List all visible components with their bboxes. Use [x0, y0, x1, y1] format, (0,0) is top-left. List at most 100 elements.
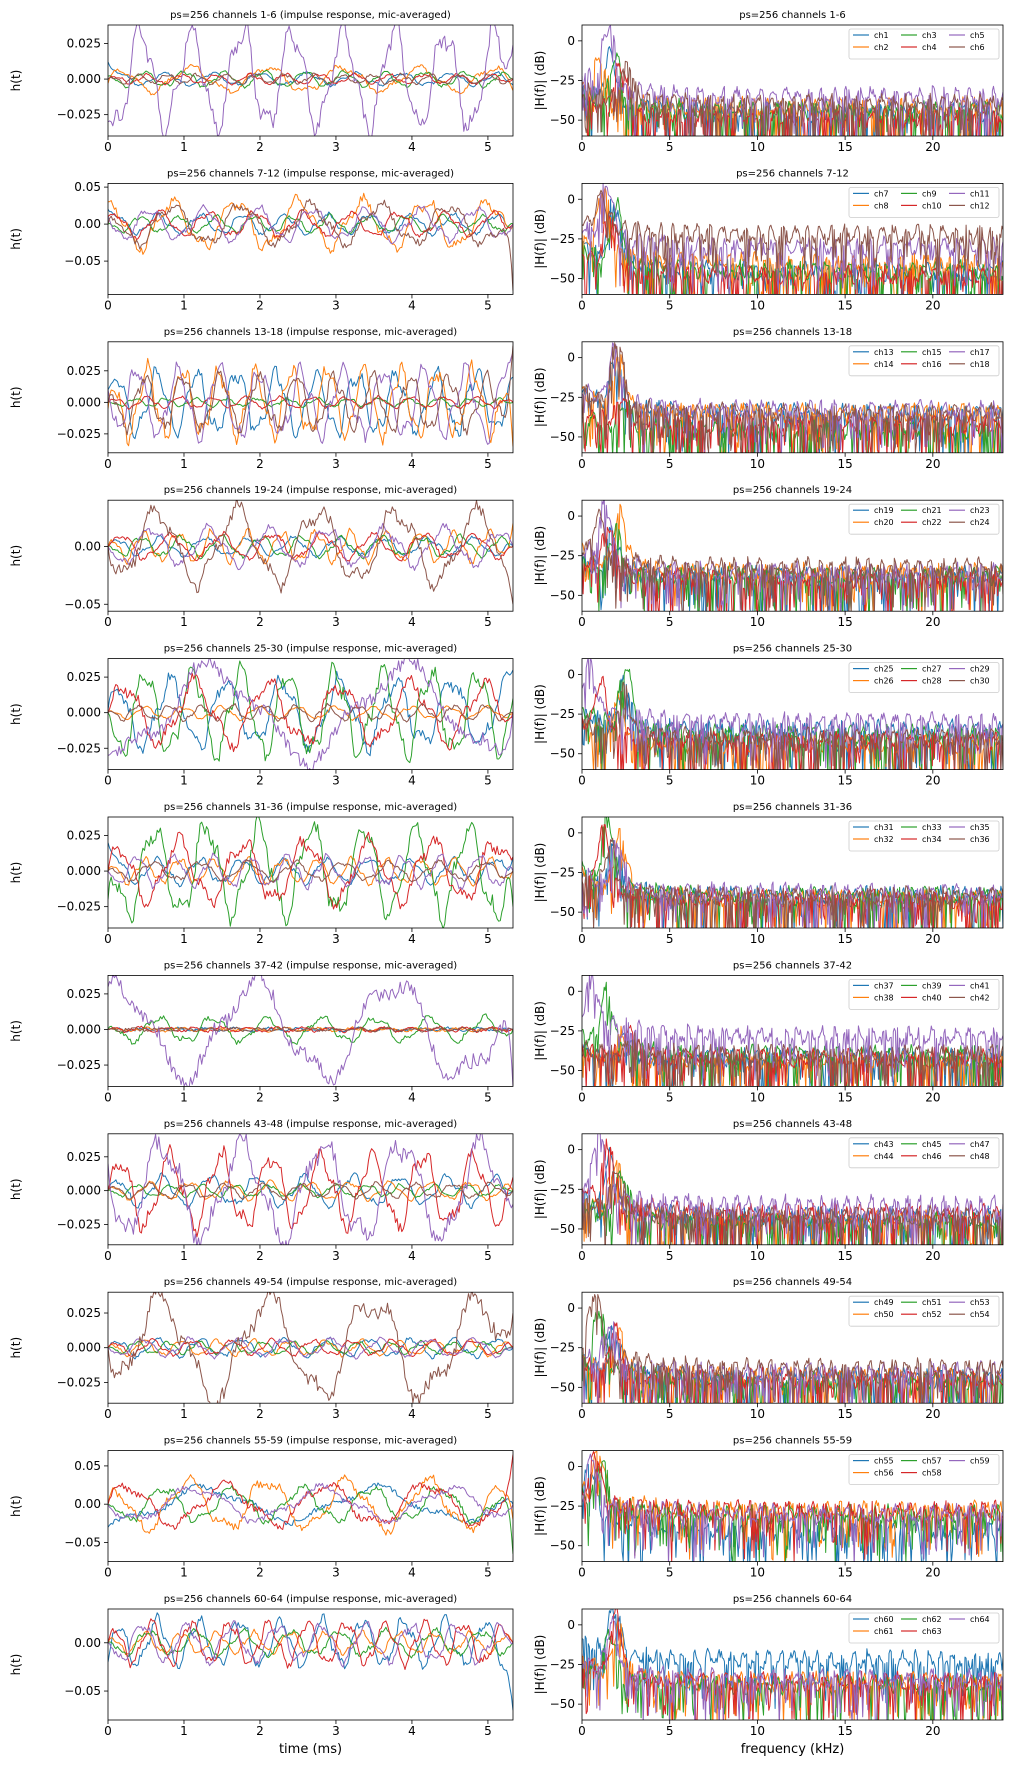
- x-tick-label: 0: [104, 774, 112, 788]
- x-tick-label: 10: [750, 932, 765, 946]
- x-tick-label: 5: [484, 1090, 492, 1104]
- legend-label-ch54: ch54: [970, 1310, 990, 1319]
- y-axis-label: |H(f)| (dB): [533, 1001, 547, 1061]
- x-tick-label: 0: [578, 457, 586, 471]
- x-tick-label: 0: [104, 1249, 112, 1263]
- legend-label-ch36: ch36: [970, 835, 990, 844]
- series-line-ch59: [108, 1482, 513, 1524]
- spectrum-panel-4: 0 5 10 15 20 −50 −25 0 ps=256 channels 19-24 |H(f…: [533, 485, 1004, 629]
- x-tick-label: 4: [408, 1090, 416, 1104]
- x-tick-label: 3: [332, 140, 340, 154]
- panel-title: ps=256 channels 43-48 (impulse response,…: [164, 1119, 458, 1130]
- legend: ch43 ch44 ch45 ch46 ch47 ch48: [848, 1137, 1000, 1169]
- x-tick-label: 20: [925, 1249, 940, 1263]
- x-axis-label: frequency (kHz): [741, 1742, 845, 1757]
- series-line-ch55: [108, 1482, 513, 1528]
- series-line-ch33: [108, 817, 513, 928]
- x-tick-label: 0: [104, 1566, 112, 1580]
- legend: ch1 ch2 ch3 ch4 ch5 ch6: [848, 28, 1000, 60]
- series-line-ch18: [108, 345, 513, 436]
- series-line-ch8: [108, 192, 513, 255]
- impulse-panel-10: 0 1 2 3 4 5 −0.05 0.00 0.05 ps=256 channels 55-59…: [9, 1436, 514, 1580]
- y-axis-label: h(t): [9, 1337, 23, 1359]
- impulse-panel-3: 0 1 2 3 4 5 −0.025 0.000 0.025 ps=256 channels 13…: [9, 327, 514, 471]
- series-line-ch57: [582, 1460, 1003, 1562]
- series-line-ch48: [582, 1170, 1003, 1245]
- impulse-panel-5: 0 1 2 3 4 5 −0.025 0.000 0.025 ps=256 channels 25…: [9, 644, 514, 788]
- panel-title: ps=256 channels 37-42: [733, 960, 852, 971]
- series-line-ch24: [582, 508, 1003, 612]
- series-line-ch16: [108, 394, 513, 410]
- axes-frame: [107, 816, 514, 929]
- x-tick-label: 20: [925, 1090, 940, 1104]
- y-axis-label: h(t): [9, 545, 23, 567]
- legend-label-ch7: ch7: [874, 189, 889, 198]
- x-tick-label: 3: [332, 1249, 340, 1263]
- spectrum-panel-3: 0 5 10 15 20 −50 −25 0 ps=256 channels 13-18 |H(f…: [533, 327, 1004, 471]
- y-tick-label: −0.025: [57, 1217, 101, 1231]
- y-axis-label: h(t): [9, 386, 23, 408]
- y-tick-label: −0.05: [64, 597, 101, 611]
- legend-label-ch26: ch26: [874, 677, 894, 686]
- x-tick-label: 10: [750, 140, 765, 154]
- x-tick-label: 15: [837, 1724, 852, 1738]
- y-axis-label: |H(f)| (dB): [533, 684, 547, 744]
- x-tick-label: 0: [578, 1090, 586, 1104]
- series-line-ch52: [108, 1337, 513, 1357]
- x-tick-label: 0: [104, 298, 112, 312]
- y-tick-label: −50: [550, 113, 575, 127]
- y-tick-label: −25: [550, 866, 575, 880]
- panel-title: ps=256 channels 1-6 (impulse response, m…: [170, 10, 451, 21]
- x-tick-label: 5: [484, 774, 492, 788]
- x-tick-label: 1: [180, 140, 188, 154]
- x-tick-label: 0: [578, 774, 586, 788]
- y-tick-label: 0.05: [74, 1459, 101, 1473]
- legend: ch55 ch56 ch57 ch58 ch59: [848, 1454, 1000, 1485]
- y-axis-label: |H(f)| (dB): [533, 367, 547, 427]
- y-tick-label: 0: [567, 509, 575, 523]
- series-line-ch55: [582, 1463, 1003, 1562]
- y-tick-label: −50: [550, 1697, 575, 1711]
- panel-title: ps=256 channels 37-42 (impulse response,…: [164, 960, 458, 971]
- legend-label-ch10: ch10: [922, 201, 942, 210]
- y-axis-label: |H(f)| (dB): [533, 51, 547, 111]
- x-tick-label: 5: [666, 1249, 674, 1263]
- legend-label-ch22: ch22: [922, 518, 942, 527]
- panel-title: ps=256 channels 55-59: [733, 1436, 852, 1447]
- x-tick-label: 1: [180, 1724, 188, 1738]
- legend: ch7 ch8 ch9 ch10 ch11 ch12: [848, 186, 1000, 218]
- legend-label-ch44: ch44: [874, 1152, 894, 1161]
- x-tick-label: 0: [104, 1724, 112, 1738]
- y-tick-label: −0.025: [57, 108, 101, 122]
- series-line-ch9: [108, 213, 513, 234]
- x-tick-label: 15: [837, 615, 852, 629]
- legend-label-ch55: ch55: [874, 1457, 894, 1466]
- x-tick-label: 4: [408, 1566, 416, 1580]
- y-tick-label: −50: [550, 1222, 575, 1236]
- x-tick-label: 4: [408, 932, 416, 946]
- series-line-ch40: [582, 1024, 1003, 1087]
- x-tick-label: 5: [666, 1566, 674, 1580]
- panel-title: ps=256 channels 43-48: [733, 1119, 852, 1130]
- x-tick-label: 15: [837, 1090, 852, 1104]
- x-tick-label: 3: [332, 1090, 340, 1104]
- impulse-panel-8: 0 1 2 3 4 5 −0.025 0.000 0.025 ps=256 channels 43…: [9, 1119, 514, 1263]
- legend-label-ch25: ch25: [874, 665, 894, 674]
- legend-label-ch12: ch12: [970, 201, 990, 210]
- legend-label-ch33: ch33: [922, 823, 942, 832]
- y-tick-label: 0: [567, 1618, 575, 1632]
- legend-label-ch14: ch14: [874, 360, 894, 369]
- legend-box: [848, 1612, 1000, 1644]
- series-line-ch56: [108, 1474, 513, 1536]
- x-tick-label: 2: [256, 1724, 264, 1738]
- panel-title: ps=256 channels 31-36 (impulse response,…: [164, 802, 458, 813]
- x-tick-label: 0: [104, 1407, 112, 1421]
- x-tick-label: 5: [666, 1724, 674, 1738]
- legend-box: [848, 345, 1000, 377]
- y-tick-label: −0.05: [64, 254, 101, 268]
- x-tick-label: 10: [750, 1407, 765, 1421]
- x-tick-label: 0: [104, 615, 112, 629]
- legend-label-ch3: ch3: [922, 31, 937, 40]
- x-tick-label: 15: [837, 774, 852, 788]
